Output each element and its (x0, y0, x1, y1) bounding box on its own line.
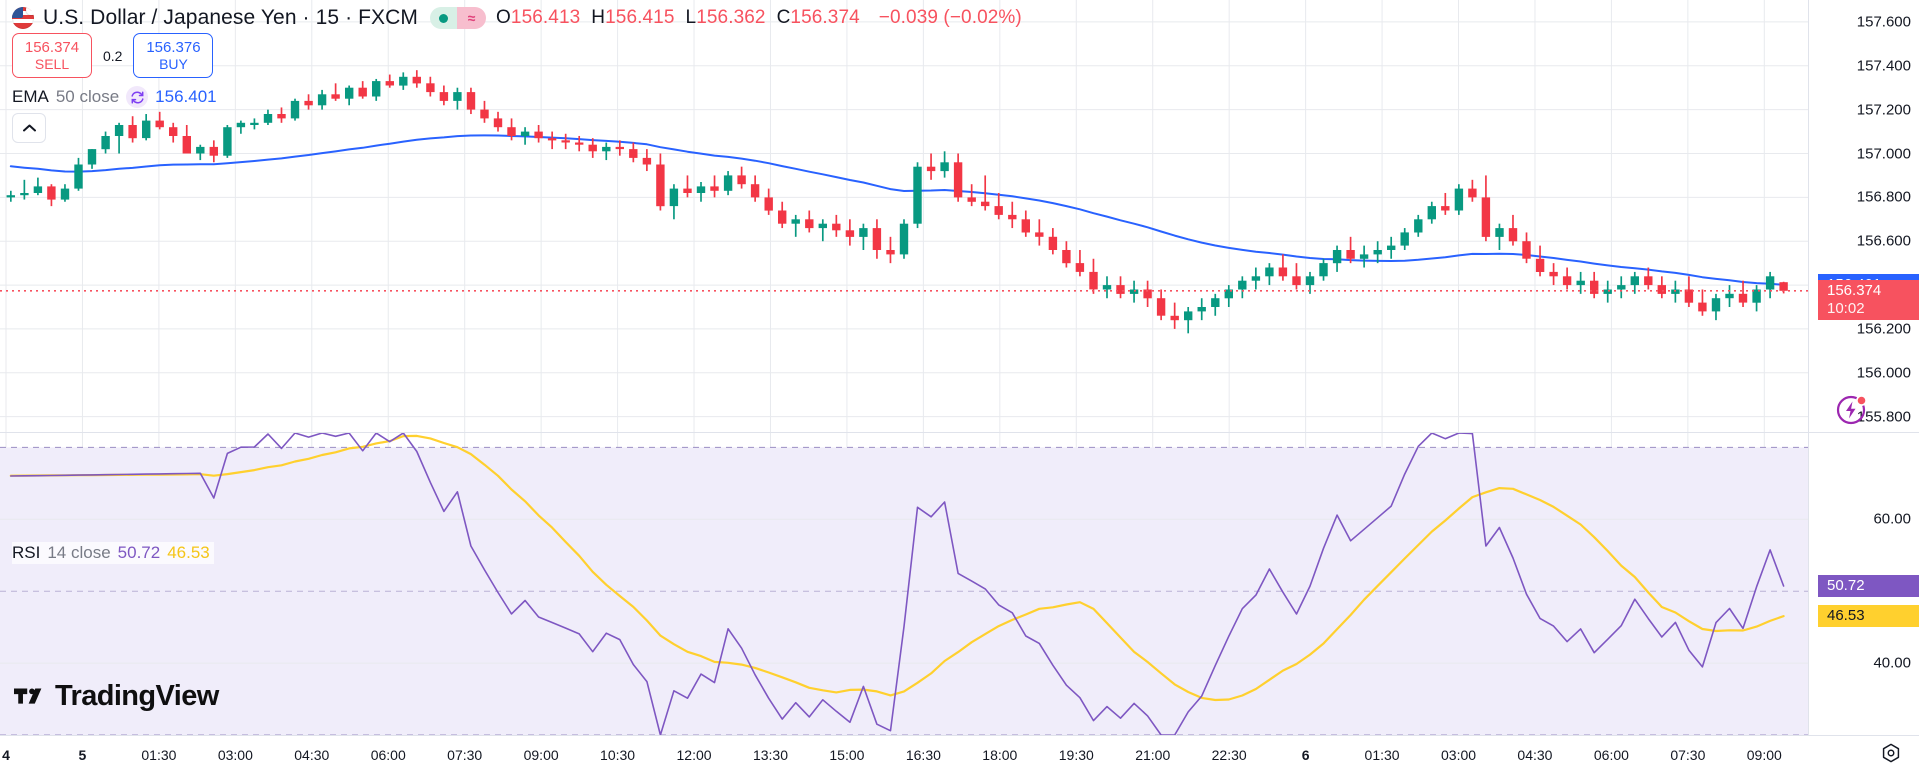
ohlc-low-value: 156.362 (696, 7, 766, 28)
ohlc-low-key: L (685, 7, 697, 28)
tradingview-wordmark: TradingView (55, 680, 219, 712)
rsi-axis[interactable]: 60.00 40.00 50.72 46.53 (1808, 433, 1919, 735)
sell-button[interactable]: 156.374 SELL (12, 33, 92, 78)
rsi-pane[interactable] (0, 433, 1808, 735)
price-axis-tick: 156.200 (1856, 320, 1911, 338)
rsi-legend-args: 14 close (47, 543, 111, 562)
price-axis-tick: 156.800 (1856, 188, 1911, 206)
symbol-separator-2: · (345, 6, 353, 29)
time-axis-tick: 03:00 (217, 747, 253, 763)
time-axis-tick: 04:30 (1517, 747, 1553, 763)
time-axis-tick: 10:30 (600, 747, 636, 763)
ohlc-open-value: 156.413 (510, 7, 581, 28)
price-axis-tick: 157.000 (1856, 145, 1911, 162)
time-axis-tick: 04:30 (294, 747, 330, 763)
sell-label: SELL (34, 56, 70, 72)
time-axis-tick: 09:00 (523, 747, 559, 763)
time-axis-tick: 09:00 (1746, 747, 1782, 763)
us-flag-icon (12, 7, 34, 29)
rsi-value-badge: 50.72 (1818, 575, 1919, 597)
symbol-separator-1: · (302, 6, 310, 29)
buy-label: BUY (159, 56, 188, 72)
ohlc-close-key: C (776, 7, 791, 28)
rsi-ma-legend-value: 46.53 (167, 543, 210, 562)
candlestick-canvas (0, 0, 1808, 432)
price-axis-tick: 157.400 (1856, 57, 1911, 75)
refresh-sync-icon[interactable] (126, 86, 149, 108)
pane-divider[interactable] (0, 432, 1919, 433)
time-axis-tick: 16:30 (905, 747, 941, 763)
time-axis-tick: 01:30 (1364, 747, 1400, 763)
time-axis-tick: 13:30 (752, 747, 788, 763)
symbol-interval: 15 (315, 6, 340, 29)
time-axis-tick: 07:30 (1670, 747, 1706, 763)
ema-legend-args: 50 close (55, 87, 120, 106)
time-axis-tick: 06:00 (1593, 747, 1629, 763)
rsi-ma-value-badge: 46.53 (1818, 605, 1919, 628)
time-axis-tick: 15:00 (829, 747, 865, 763)
rsi-canvas (0, 433, 1808, 735)
time-axis-tick: 19:30 (1058, 747, 1094, 763)
market-open-dot-icon (430, 7, 458, 29)
time-axis-tick: 4 (2, 747, 10, 763)
symbol-title[interactable]: U.S. Dollar / Japanese Yen · 15 · FXCM (43, 6, 418, 30)
tradingview-logo-icon (14, 688, 42, 704)
price-axis[interactable]: 157.600 157.400 157.200 157.000 156.800 156.6… (1808, 0, 1919, 432)
spread-value: 0.2 (103, 47, 123, 64)
ema-legend-name: EMA (12, 87, 49, 106)
buy-sell-widget: 156.374 SELL 0.2 156.376 BUY (12, 33, 214, 78)
ohlc-close-value: 156.374 (790, 7, 860, 28)
rsi-legend-value: 50.72 (117, 543, 161, 562)
symbol-exchange: FXCM (358, 6, 419, 29)
alert-lightning-icon[interactable] (1835, 392, 1869, 426)
symbol-status-badges[interactable]: ≈ (430, 7, 487, 29)
rsi-legend-name: RSI (12, 543, 41, 562)
ohlc-open-key: O (496, 7, 511, 28)
ohlc-high-key: H (591, 7, 606, 28)
time-axis-tick: 18:00 (982, 747, 1018, 763)
time-axis-tick: 22:30 (1211, 747, 1247, 763)
rsi-axis-tick: 60.00 (1873, 510, 1911, 528)
ohlc-high-value: 156.415 (605, 7, 675, 28)
ohlc-values: O156.413 H156.415 L156.362 C156.374 −0.039 (… (496, 7, 1022, 29)
rsi-indicator-legend[interactable]: RSI 14 close 50.72 46.53 (12, 542, 214, 564)
chevron-up-icon (22, 124, 36, 132)
price-axis-tick: 155.800 (1856, 408, 1911, 426)
price-axis-tick: 157.600 (1856, 13, 1911, 31)
rsi-axis-tick: 40.00 (1873, 654, 1911, 672)
buy-price: 156.376 (146, 39, 201, 56)
sell-price: 156.374 (24, 39, 80, 56)
last-price-time: 10:02 (1827, 299, 1865, 317)
symbol-name: U.S. Dollar / Japanese Yen (43, 6, 297, 29)
ohlc-change-value: −0.039 (−0.02%) (878, 7, 1022, 28)
time-axis-tick: 5 (78, 747, 87, 763)
price-axis-tick: 157.200 (1856, 101, 1911, 119)
delayed-data-wave-icon: ≈ (457, 7, 487, 29)
time-axis[interactable]: 4 5 01:30 03:00 04:30 06:00 07:30 09:00 10:30 12:… (0, 735, 1919, 772)
ema-indicator-legend[interactable]: EMA 50 close 156.401 (12, 86, 217, 108)
price-axis-tick: 156.000 (1856, 364, 1911, 382)
last-price-value: 156.374 (1827, 281, 1882, 299)
time-axis-tick: 07:30 (447, 747, 483, 763)
time-axis-tick: 6 (1301, 747, 1310, 763)
ema-legend-value: 156.401 (155, 87, 217, 106)
time-axis-tick: 01:30 (141, 747, 177, 763)
price-axis-tick: 156.600 (1856, 232, 1911, 250)
time-axis-tick: 21:00 (1135, 747, 1171, 763)
time-axis-tick: 12:00 (676, 747, 712, 763)
tradingview-watermark: TradingView (14, 680, 219, 713)
time-axis-tick: 03:00 (1440, 747, 1477, 763)
collapse-pane-button[interactable] (12, 113, 46, 143)
chart-header-legend: U.S. Dollar / Japanese Yen · 15 · FXCM ≈… (0, 0, 1022, 36)
time-axis-tick: 06:00 (370, 747, 406, 763)
buy-button[interactable]: 156.376 BUY (133, 33, 214, 78)
price-pane[interactable] (0, 0, 1808, 432)
chart-settings-icon[interactable] (1880, 742, 1902, 764)
last-price-badge: 156.374 10:02 (1818, 279, 1919, 320)
